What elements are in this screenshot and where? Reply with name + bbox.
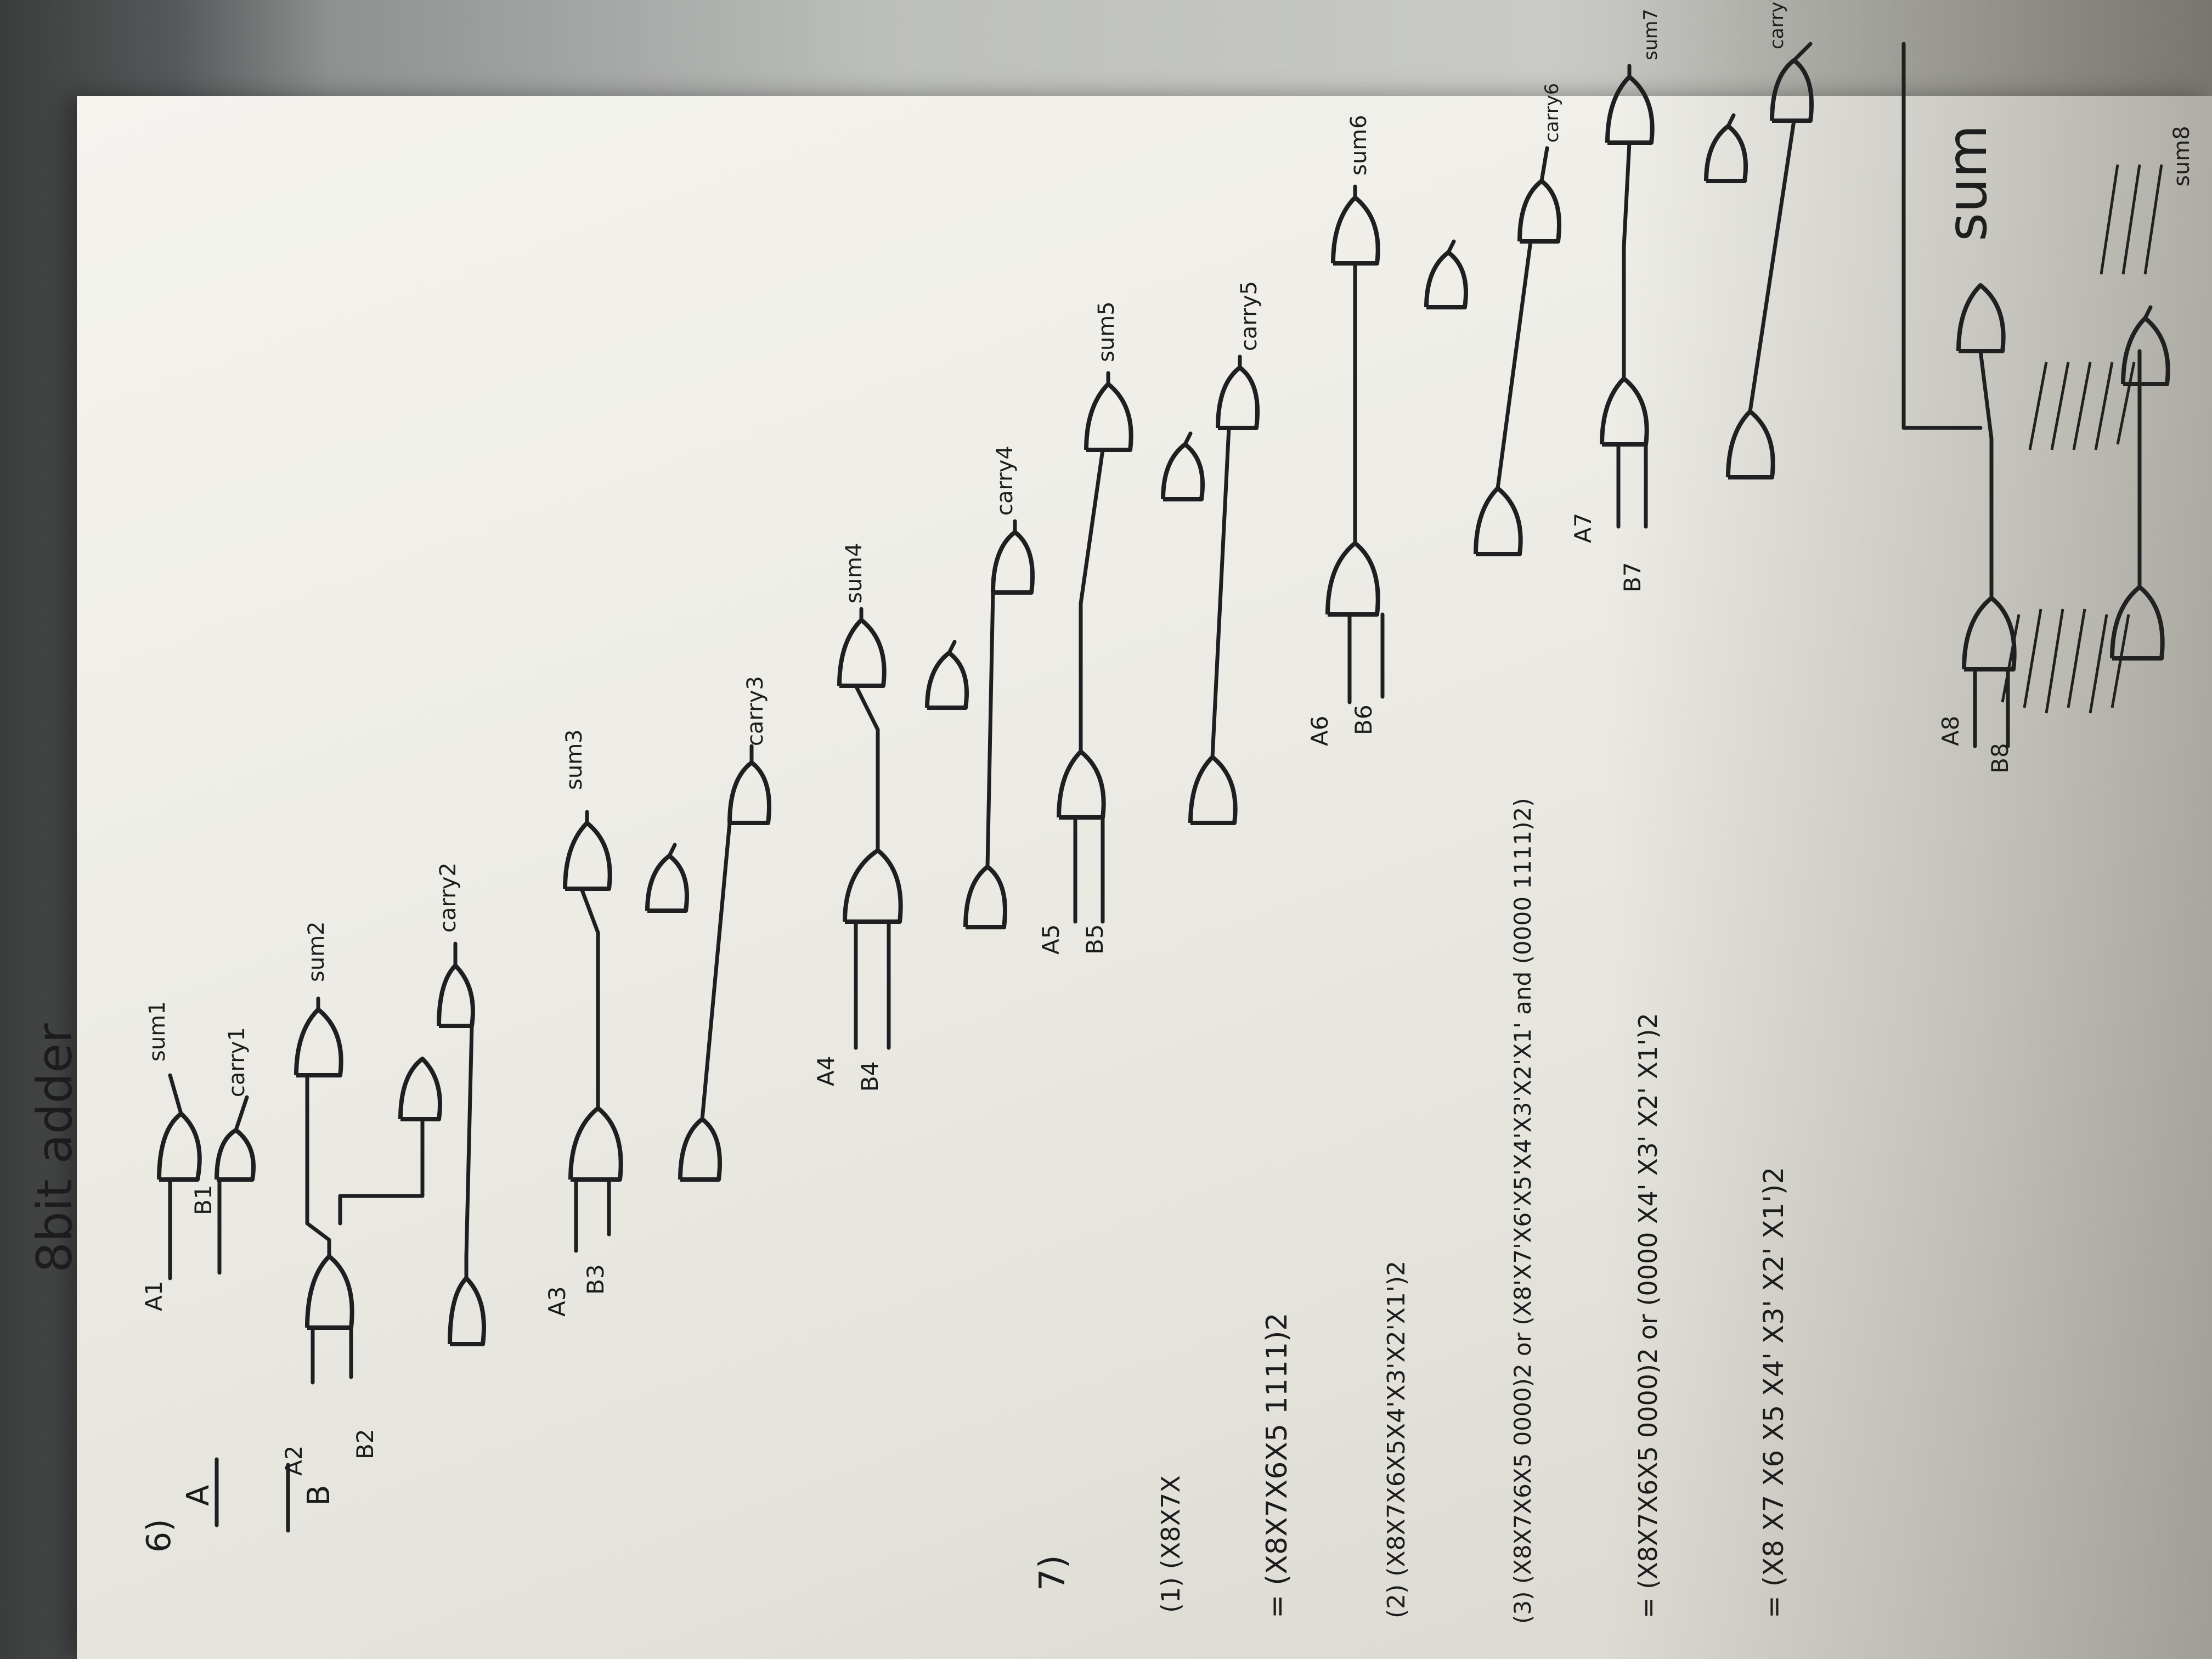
xor-gate <box>568 1106 623 1182</box>
output-label: sum1 <box>145 1001 170 1062</box>
and-gate <box>1474 486 1523 556</box>
input-label: A1 <box>140 1281 167 1311</box>
and-gate <box>963 865 1007 929</box>
or-gate <box>991 530 1035 595</box>
and-gate <box>1161 442 1205 501</box>
problem-7-line: = (X8X7X6X5 1111)2 <box>1261 1313 1294 1618</box>
wires <box>1073 354 1242 924</box>
or-gate <box>1770 58 1814 123</box>
or-gate <box>448 1276 486 1346</box>
input-label: B5 <box>1081 924 1108 955</box>
and-gate <box>645 854 689 913</box>
scribble-hatch <box>2001 164 2163 714</box>
output-label: sum3 <box>562 729 587 790</box>
wires <box>1901 42 2153 748</box>
and-gate <box>1424 250 1468 309</box>
output-label: carry6 <box>1541 83 1563 143</box>
output-label: carry7 <box>1766 0 1788 49</box>
input-label: A7 <box>1570 513 1596 543</box>
wires <box>854 519 1017 1050</box>
and-gate <box>2110 585 2165 661</box>
stage-6: A6 B6 sum6 carry6 <box>1306 83 1563 746</box>
wires <box>168 1073 249 1280</box>
input-label: B3 <box>582 1264 609 1295</box>
input-label: B2 <box>352 1429 379 1459</box>
or-gate <box>1517 179 1561 244</box>
and-gate <box>1704 124 1748 183</box>
output-label: carry4 <box>992 445 1018 516</box>
problem-7-line: = (X8 X7 X6 X5 X4' X3' X2' X1')2 <box>1758 1167 1790 1618</box>
xor-gate <box>1084 382 1133 452</box>
output-label: carry5 <box>1237 281 1262 351</box>
xor-gate <box>157 1111 202 1182</box>
input-label: A8 <box>1937 716 1964 746</box>
and-gate <box>925 651 969 710</box>
wires <box>1616 42 1813 529</box>
and-gate <box>1188 755 1238 825</box>
problem-7-line: (1) (X8X7X <box>1156 1475 1186 1613</box>
or-gate <box>1216 365 1260 430</box>
xor-gate <box>1600 376 1649 447</box>
or-gate <box>437 963 475 1028</box>
and-gate <box>1726 409 1775 479</box>
signal-b-label: B <box>301 1485 337 1506</box>
problem-7-number: 7) <box>1032 1555 1073 1591</box>
and-gate <box>215 1128 256 1182</box>
output-label: carry3 <box>743 676 768 746</box>
stage-2: A2 B2 sum2 carry2 <box>280 862 486 1476</box>
input-label: B4 <box>856 1061 883 1092</box>
xor-gate <box>843 848 903 924</box>
xor-gate <box>294 1007 343 1077</box>
problem-7-line: = (X8X7X6X5 0000)2 or (0000 X4' X3' X2' … <box>1633 1013 1663 1618</box>
input-label: A2 <box>280 1446 307 1476</box>
stage-8: A8 B8 sum sum8 <box>1901 42 2194 774</box>
xor-gate <box>1605 75 1655 145</box>
output-label: sum7 <box>1640 9 1662 60</box>
paper-sheet <box>77 96 2212 1659</box>
xor-gate <box>1331 195 1380 266</box>
xor-gate <box>1956 283 2006 353</box>
problem-7: 7) (1) (X8X7X = (X8X7X6X5 1111)2 (2) (X8… <box>1032 798 1790 1624</box>
stage-4: A4 B4 sum4 carry4 <box>812 445 1035 1092</box>
and-gate <box>678 1117 722 1182</box>
xor-gate <box>1325 541 1380 617</box>
xor-gate <box>563 821 612 891</box>
input-label: B8 <box>1987 743 2013 774</box>
input-label: A4 <box>812 1056 839 1086</box>
problem-7-line: (3) (X8X7X6X5 0000)2 or (X8'X7'X6'X5'X4'… <box>1509 798 1536 1624</box>
xor-gate <box>1057 749 1106 820</box>
or-gate <box>727 760 771 825</box>
output-label: carry1 <box>224 1027 250 1097</box>
stage-3: A3 B3 sum3 carry3 <box>544 676 771 1317</box>
input-label: B6 <box>1350 704 1377 735</box>
input-label: A3 <box>544 1286 571 1317</box>
stage-5: A5 B5 sum5 carry5 <box>1037 281 1262 955</box>
xor-gate <box>305 1254 354 1330</box>
and-gate <box>398 1057 442 1121</box>
input-label: B7 <box>1619 562 1646 592</box>
stage-7: A7 B7 sum7 carry7 <box>1570 0 1814 592</box>
input-label: A6 <box>1306 716 1333 746</box>
right-sum-label: sum <box>1935 125 1999 241</box>
input-label: A5 <box>1037 924 1064 955</box>
wires <box>574 744 754 1253</box>
xor-gate <box>837 618 887 688</box>
output-label: sum2 <box>304 921 329 982</box>
output-label: sum6 <box>1346 115 1372 176</box>
wires <box>305 941 474 1385</box>
output-label: sum5 <box>1094 301 1119 362</box>
and-gate <box>2121 316 2170 386</box>
problem-6-number: 6) <box>140 1519 178 1553</box>
problem-7-line: (2) (X8X7X6X5X4'X3'X2'X1')2 <box>1383 1261 1410 1618</box>
stage-1: A1 B1 sum1 carry1 <box>140 1001 256 1311</box>
signal-a-label: A <box>180 1485 216 1506</box>
output-label: sum8 <box>2169 126 2194 187</box>
heading: 8bit adder <box>26 1023 83 1273</box>
output-label: sum4 <box>842 543 867 603</box>
xor-gate <box>1962 596 2017 672</box>
output-label: carry2 <box>436 862 461 933</box>
input-label: B1 <box>190 1184 217 1215</box>
wires <box>1347 146 1549 704</box>
